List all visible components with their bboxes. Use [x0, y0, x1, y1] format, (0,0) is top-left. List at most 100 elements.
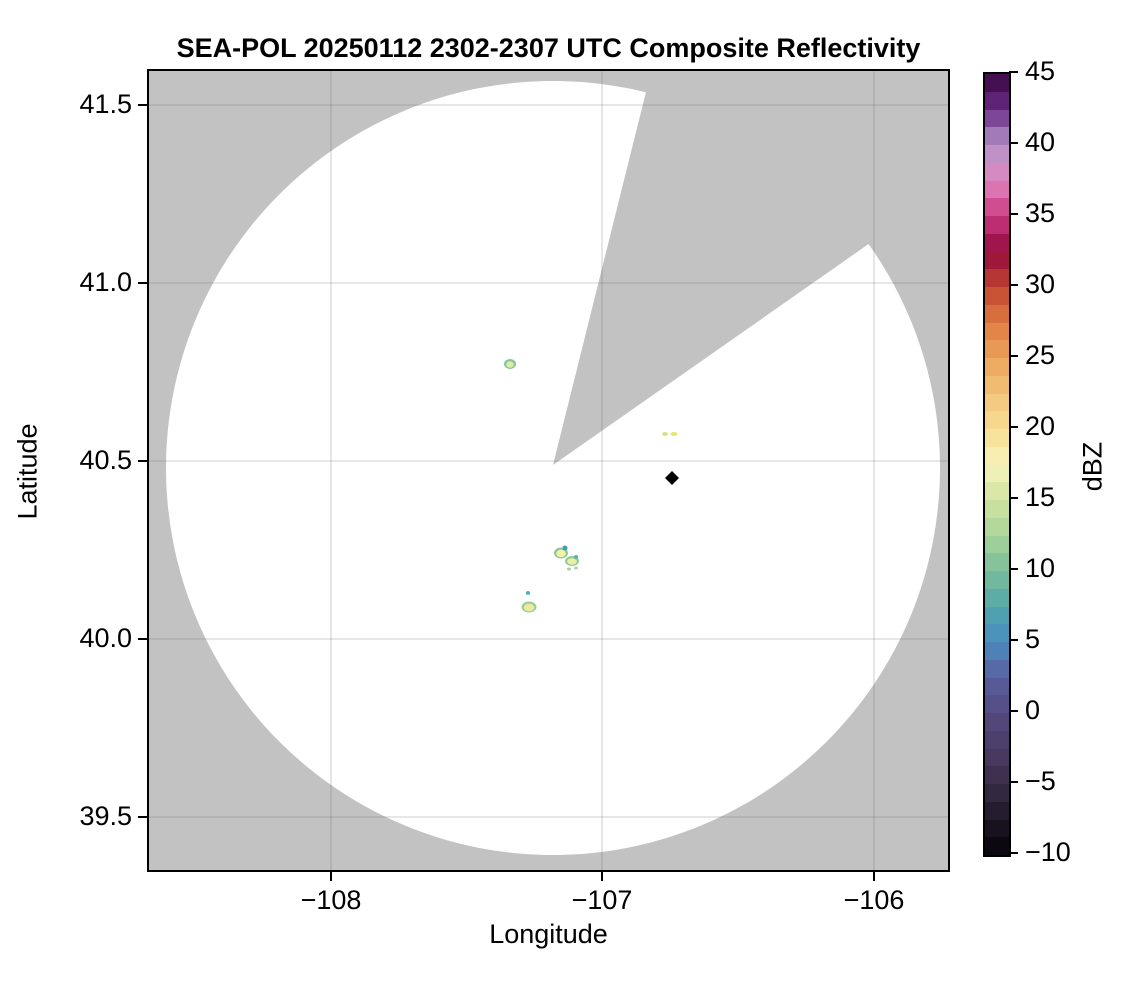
echo-core [568, 568, 570, 571]
y-tick [138, 281, 147, 285]
colorbar-tick-label: 25 [1025, 340, 1056, 370]
colorbar-band [985, 730, 1009, 749]
colorbar-band [985, 819, 1009, 838]
colorbar-tick [1009, 780, 1018, 784]
colorbar-tick [1009, 354, 1018, 358]
colorbar-band [985, 216, 1009, 234]
colorbar-band [985, 553, 1009, 571]
colorbar-tick [1009, 496, 1018, 500]
colorbar-band [985, 233, 1009, 252]
colorbar-tick-label: −10 [1025, 837, 1071, 867]
colorbar-tick-label: 5 [1025, 624, 1041, 654]
x-tick-label: −108 [300, 885, 362, 915]
x-tick-label: −107 [571, 885, 633, 915]
echo-core [527, 592, 529, 595]
colorbar-band [985, 500, 1009, 518]
colorbar-band [985, 517, 1009, 536]
colorbar-tick-label: 40 [1025, 127, 1056, 157]
y-tick [138, 459, 147, 463]
colorbar-tick-label: 35 [1025, 198, 1056, 228]
colorbar-band [985, 624, 1009, 642]
colorbar-band [985, 127, 1009, 145]
colorbar-tick [1009, 638, 1018, 642]
colorbar-band [985, 748, 1009, 767]
colorbar-tick-label: 20 [1025, 411, 1056, 441]
plot-frame [147, 69, 950, 872]
colorbar-tick-label: −5 [1025, 766, 1056, 796]
colorbar-tick [1009, 851, 1018, 855]
y-axis-label: Latitude [12, 423, 43, 520]
echo-core [506, 361, 514, 368]
colorbar-band [985, 677, 1009, 696]
colorbar-band [985, 837, 1009, 855]
colorbar-tick [1009, 709, 1018, 713]
colorbar-label: dBZ [1077, 441, 1108, 492]
reflectivity-echoes [504, 359, 678, 613]
colorbar-band [985, 429, 1009, 447]
colorbar-tick [1009, 212, 1018, 216]
y-tick-label: 40.0 [79, 623, 132, 653]
y-tick-label: 41.0 [79, 267, 132, 297]
echo-accent [562, 545, 568, 551]
x-tick [329, 872, 333, 881]
colorbar-band [985, 180, 1009, 199]
blocked-sector-wedge [553, 69, 950, 465]
y-tick-label: 39.5 [79, 801, 132, 831]
colorbar-band [985, 269, 1009, 287]
colorbar-band [985, 713, 1009, 731]
colorbar-band [985, 642, 1009, 660]
y-tick-label: 40.5 [79, 445, 132, 475]
colorbar-band [985, 482, 1009, 500]
colorbar-band [985, 109, 1009, 128]
colorbar-band [985, 801, 1009, 820]
radar-map-plot [147, 69, 950, 872]
colorbar-band [985, 91, 1009, 110]
colorbar-band [985, 74, 1009, 92]
colorbar-band [985, 659, 1009, 678]
colorbar-band [985, 695, 1009, 713]
echo-core [664, 433, 666, 436]
colorbar-band [985, 162, 1009, 181]
echo-accent [574, 555, 578, 559]
echo-core [672, 433, 676, 436]
colorbar-band [985, 784, 1009, 802]
colorbar [983, 72, 1011, 857]
colorbar-band [985, 588, 1009, 607]
echo-core [556, 549, 566, 558]
colorbar-tick-label: 15 [1025, 482, 1056, 512]
x-tick-label: −106 [843, 885, 905, 915]
site-diamond-marker [665, 471, 679, 485]
colorbar-band [985, 198, 1009, 216]
colorbar-band [985, 304, 1009, 323]
x-tick [600, 872, 604, 881]
echo-core [523, 603, 535, 612]
colorbar-band [985, 375, 1009, 394]
colorbar-band [985, 411, 1009, 429]
echo-core [575, 567, 577, 570]
x-axis-label: Longitude [489, 919, 608, 949]
echo-core [567, 558, 577, 565]
colorbar-tick-label: 0 [1025, 695, 1041, 725]
colorbar-band [985, 606, 1009, 625]
colorbar-band [985, 340, 1009, 358]
chart-title: SEA-POL 20250112 2302-2307 UTC Composite… [176, 33, 921, 63]
colorbar-tick [1009, 567, 1018, 571]
gridlines [147, 69, 950, 872]
colorbar-tick-label: 30 [1025, 269, 1056, 299]
colorbar-band [985, 358, 1009, 376]
colorbar-band [985, 535, 1009, 554]
colorbar-band [985, 322, 1009, 341]
colorbar-band [985, 251, 1009, 270]
colorbar-band [985, 287, 1009, 305]
colorbar-tick [1009, 425, 1018, 429]
colorbar-band [985, 145, 1009, 163]
colorbar-band [985, 464, 1009, 483]
colorbar-tick [1009, 283, 1018, 287]
y-tick [138, 637, 147, 641]
colorbar-tick-label: 10 [1025, 553, 1056, 583]
colorbar-band [985, 393, 1009, 412]
colorbar-tick [1009, 70, 1018, 74]
y-tick-label: 41.5 [79, 89, 132, 119]
colorbar-band [985, 766, 1009, 784]
